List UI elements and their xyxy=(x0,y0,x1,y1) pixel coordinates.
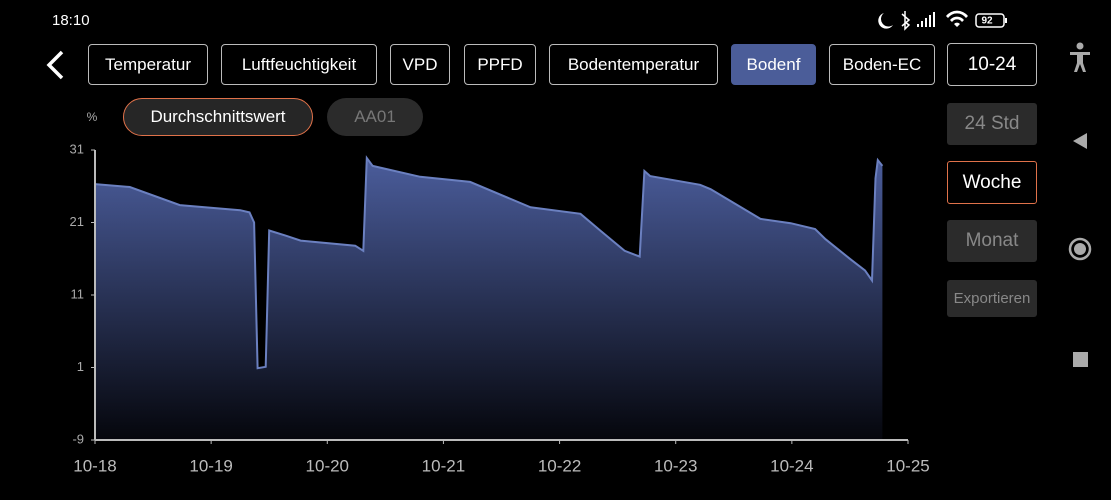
parameter-tab[interactable]: PPFD xyxy=(464,44,536,85)
parameter-tab[interactable]: Bodentemperatur xyxy=(549,44,718,85)
y-tick-label: 11 xyxy=(71,286,85,301)
nav-bar xyxy=(1068,42,1092,367)
y-axis-unit: % xyxy=(87,110,98,124)
x-tick-label: 10-19 xyxy=(189,456,232,475)
x-tick-label: 10-20 xyxy=(306,456,349,475)
range-button[interactable]: Woche xyxy=(947,161,1037,204)
date-picker[interactable]: 10-24 xyxy=(947,43,1037,86)
x-tick-label: 10-18 xyxy=(73,456,116,475)
export-button[interactable]: Exportieren xyxy=(947,280,1037,317)
x-tick-label: 10-21 xyxy=(422,456,465,475)
back-button[interactable] xyxy=(46,50,64,80)
area-fill xyxy=(95,158,883,440)
clock: 18:10 xyxy=(52,12,90,29)
series-tab[interactable]: Durchschnittswert xyxy=(123,98,313,136)
x-tick-label: 10-22 xyxy=(538,456,581,475)
range-button[interactable]: 24 Std xyxy=(947,103,1037,145)
parameter-tab[interactable]: VPD xyxy=(390,44,450,85)
parameter-tab[interactable]: Luftfeuchtigkeit xyxy=(221,44,377,85)
status-icons xyxy=(878,10,1007,31)
y-tick-label: 31 xyxy=(70,141,84,156)
area-line xyxy=(94,155,884,370)
y-tick-label: 21 xyxy=(70,214,84,229)
y-tick-label: 1 xyxy=(77,359,84,374)
battery-level: 92 xyxy=(981,16,993,27)
parameter-tab[interactable]: Boden-EC xyxy=(829,44,935,85)
x-tick-label: 10-24 xyxy=(770,456,813,475)
series-tab[interactable]: AA01 xyxy=(327,98,423,136)
range-button[interactable]: Monat xyxy=(947,220,1037,262)
parameter-tab[interactable]: Bodenf xyxy=(731,44,816,85)
x-tick-label: 10-25 xyxy=(886,456,929,475)
y-tick-label: -9 xyxy=(72,431,84,446)
parameter-tab[interactable]: Temperatur xyxy=(88,44,208,85)
x-tick-label: 10-23 xyxy=(654,456,697,475)
